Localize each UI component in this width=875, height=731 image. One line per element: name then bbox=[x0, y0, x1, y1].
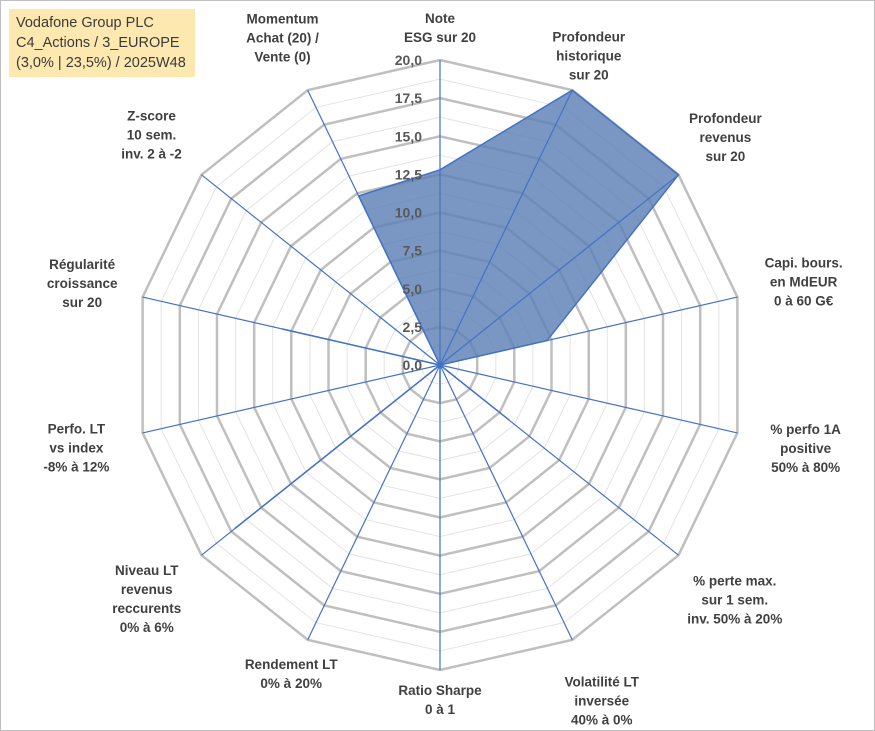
axis-label: Volatilité LT inversée 40% à 0% bbox=[565, 675, 640, 728]
axis-label-line: 0 à 1 bbox=[425, 702, 456, 717]
axis-label-line: sur 20 bbox=[706, 149, 746, 164]
chart-title-box: Vodafone Group PLC C4_Actions / 3_EUROPE… bbox=[9, 9, 195, 77]
axis-label-line: 10 sem. bbox=[127, 127, 177, 142]
axis-label-line: 40% à 0% bbox=[571, 713, 633, 728]
axis-label-line: sur 20 bbox=[62, 295, 102, 310]
axis-label-line: Régularité bbox=[49, 257, 116, 272]
axis-label-line: Z-score bbox=[127, 108, 176, 123]
axis-spoke bbox=[201, 174, 441, 366]
axis-spoke bbox=[307, 89, 441, 366]
axis-label-line: inv. 50% à 20% bbox=[687, 612, 782, 627]
axis-label-line: reccurents bbox=[112, 601, 181, 616]
axis-label-line: Volatilité LT bbox=[565, 675, 640, 690]
axis-label-line: Note bbox=[425, 11, 455, 26]
tick-label: 10,0 bbox=[395, 205, 422, 221]
tick-labels: 0,0 2,5 5,0 7,5 10,0 12,5 15,0 17,5 20,0 bbox=[395, 52, 422, 373]
axis-label-line: sur 20 bbox=[569, 68, 609, 83]
axis-label: % perfo 1A positive 50% à 80% bbox=[770, 422, 841, 475]
axis-label-line: historique bbox=[556, 49, 622, 64]
axis-label-line: 0 à 60 G€ bbox=[774, 294, 834, 309]
axis-spoke bbox=[439, 296, 738, 366]
axis-label-line: positive bbox=[780, 441, 832, 456]
axis-label-line: vs index bbox=[49, 441, 104, 456]
tick-label: 20,0 bbox=[395, 52, 422, 68]
axis-label-line: inversée bbox=[574, 694, 629, 709]
axis-label-line: Achat (20) / bbox=[246, 30, 319, 45]
axis-spoke bbox=[439, 364, 573, 641]
tick-label: 15,0 bbox=[395, 128, 422, 144]
axis-label-line: 0% à 20% bbox=[260, 676, 322, 691]
axis-label: Ratio Sharpe 0 à 1 bbox=[398, 683, 482, 717]
tick-label: 12,5 bbox=[395, 166, 422, 182]
axis-label: Régularité croissance sur 20 bbox=[47, 257, 118, 310]
axis-label: Note ESG sur 20 bbox=[404, 11, 476, 45]
axis-label: Z-score 10 sem. inv. 2 à -2 bbox=[121, 108, 182, 161]
axis-label-line: en MdEUR bbox=[770, 275, 838, 290]
axis-label-line: % perfo 1A bbox=[770, 422, 841, 437]
axis-label: Capi. bours. en MdEUR 0 à 60 G€ bbox=[765, 256, 843, 309]
axis-label: % perte max. sur 1 sem. inv. 50% à 20% bbox=[687, 574, 782, 627]
tick-label: 2,5 bbox=[403, 319, 423, 335]
axis-label-line: Perfo. LT bbox=[48, 422, 106, 437]
axis-label: Momentum Achat (20) / Vente (0) bbox=[246, 11, 319, 64]
axis-label-line: Vente (0) bbox=[254, 49, 310, 64]
title-line-company: Vodafone Group PLC bbox=[16, 15, 154, 31]
axis-spoke bbox=[307, 364, 441, 641]
axis-label: Profondeur historique sur 20 bbox=[552, 30, 625, 83]
axis-label: Profondeur revenus sur 20 bbox=[689, 111, 762, 164]
axis-label: Niveau LT revenus reccurents 0% à 6% bbox=[112, 563, 181, 635]
axis-spoke bbox=[439, 364, 738, 434]
axis-label-line: -8% à 12% bbox=[43, 460, 109, 475]
title-line-stats: (3,0% | 23,5%) / 2025W48 bbox=[16, 55, 186, 71]
axis-labels: Note ESG sur 20 Profondeur historique sur 20… bbox=[43, 11, 842, 728]
axis-label: Perfo. LT vs index -8% à 12% bbox=[43, 422, 109, 475]
axis-spokes bbox=[142, 60, 738, 670]
axis-label-line: Profondeur bbox=[552, 30, 625, 45]
tick-label: 5,0 bbox=[403, 281, 423, 297]
axis-spoke bbox=[439, 89, 573, 366]
axis-spoke bbox=[201, 364, 441, 556]
title-line-category: C4_Actions / 3_EUROPE bbox=[16, 35, 180, 51]
axis-label-line: % perte max. bbox=[693, 574, 776, 589]
tick-label: 17,5 bbox=[395, 90, 422, 106]
axis-label-line: croissance bbox=[47, 276, 118, 291]
axis-spoke bbox=[142, 296, 441, 366]
axis-label: Rendement LT 0% à 20% bbox=[245, 657, 339, 691]
axis-label-line: 0% à 6% bbox=[120, 620, 174, 635]
axis-label-line: inv. 2 à -2 bbox=[121, 146, 182, 161]
axis-spoke bbox=[439, 174, 679, 366]
axis-label-line: revenus bbox=[700, 130, 752, 145]
axis-spoke bbox=[142, 364, 441, 434]
axis-label-line: 50% à 80% bbox=[771, 460, 840, 475]
axis-label-line: Niveau LT bbox=[115, 563, 179, 578]
axis-label-line: Momentum bbox=[247, 11, 319, 26]
axis-label-line: Rendement LT bbox=[245, 657, 339, 672]
tick-label: 7,5 bbox=[403, 243, 423, 259]
axis-label-line: Capi. bours. bbox=[765, 256, 843, 271]
axis-spoke bbox=[439, 364, 679, 556]
axis-label-line: Ratio Sharpe bbox=[398, 683, 482, 698]
tick-label: 0,0 bbox=[403, 357, 423, 373]
axis-label-line: revenus bbox=[121, 582, 173, 597]
axis-label-line: sur 1 sem. bbox=[701, 593, 768, 608]
axis-label-line: Profondeur bbox=[689, 111, 762, 126]
axis-label-line: ESG sur 20 bbox=[404, 30, 476, 45]
